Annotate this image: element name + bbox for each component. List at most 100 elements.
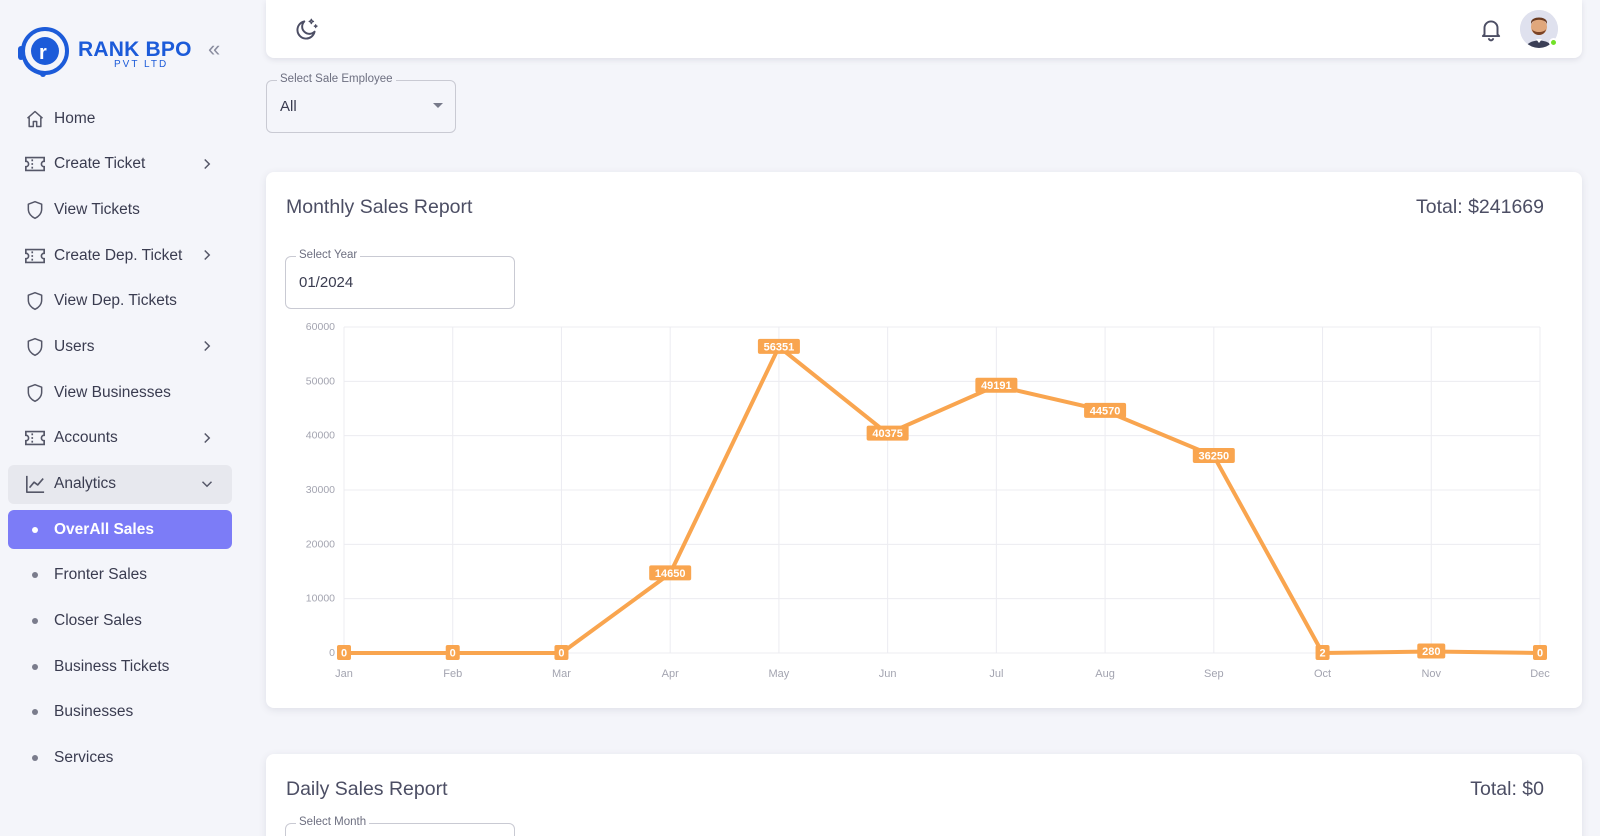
x-tick-label: Oct [1314, 668, 1331, 680]
sidebar-item-label: OverAll Sales [54, 520, 154, 538]
bullet-icon [32, 755, 38, 762]
sidebar-item-create-ticket[interactable]: Create Ticket [8, 145, 232, 184]
x-tick-label: Dec [1530, 668, 1550, 680]
shield-icon [24, 199, 46, 221]
data-label-box [975, 377, 1018, 393]
data-label-box [445, 645, 460, 660]
data-label-box [757, 338, 800, 354]
sidebar-item-label: View Dep. Tickets [54, 292, 177, 310]
data-label-box [649, 565, 692, 581]
year-input-value: 01/2024 [299, 274, 354, 291]
sidebar-item-view-tickets[interactable]: View Tickets [8, 190, 232, 229]
sidebar-subitem-fronter-sales[interactable]: Fronter Sales [8, 556, 232, 595]
chevron-right-icon [204, 158, 211, 169]
sidebar-item-view-dep-tickets[interactable]: View Dep. Tickets [8, 282, 232, 321]
x-tick-label: Aug [1095, 668, 1115, 680]
sidebar-item-view-businesses[interactable]: View Businesses [8, 373, 232, 412]
brand-name: RANK BPO [78, 38, 192, 61]
sidebar-item-label: Create Ticket [54, 155, 146, 173]
sidebar-subitem-businesses[interactable]: Businesses [8, 693, 232, 732]
sidebar: r RANK BPO PVT LTD « Home Create Ticket [0, 0, 240, 836]
sales-series-line [342, 344, 1542, 655]
y-tick-label: 50000 [306, 375, 335, 387]
sidebar-item-label: Home [54, 109, 96, 127]
x-tick-label: May [769, 668, 790, 680]
sidebar-item-home[interactable]: Home [8, 99, 232, 138]
data-label: 44570 [1090, 405, 1121, 417]
sidebar-item-label: View Tickets [54, 200, 140, 218]
data-label: 2 [1319, 647, 1325, 659]
data-label-box [1192, 448, 1235, 464]
data-label: 36250 [1199, 451, 1230, 463]
sidebar-item-label: Analytics [54, 475, 117, 492]
collapse-sidebar-icon[interactable]: « [208, 36, 221, 61]
year-input-label: Select Year [296, 249, 361, 261]
sidebar-subitem-closer-sales[interactable]: Closer Sales [8, 602, 232, 641]
y-tick-label: 30000 [306, 484, 335, 496]
brand-logo[interactable]: r RANK BPO PVT LTD « [16, 22, 236, 78]
monthly-sales-title: Monthly Sales Report [286, 196, 473, 218]
sidebar-item-label: Users [54, 337, 95, 355]
sidebar-item-create-dep-ticket[interactable]: Create Dep. Ticket [8, 236, 232, 275]
data-label: 0 [450, 648, 456, 660]
data-label: 0 [341, 648, 347, 660]
bullet-icon [32, 663, 38, 670]
sidebar-item-label: Accounts [54, 429, 118, 447]
ticket-icon [24, 153, 46, 175]
data-label: 0 [558, 648, 564, 660]
x-tick-label: Jun [879, 668, 897, 680]
x-tick-label: Jan [335, 668, 353, 680]
chevron-right-icon [204, 432, 211, 443]
bell-icon[interactable] [1478, 16, 1504, 42]
ticket-icon [24, 427, 46, 449]
y-tick-label: 0 [329, 647, 335, 659]
sidebar-item-users[interactable]: Users [8, 327, 232, 366]
ticket-icon [24, 245, 46, 267]
sidebar-item-label: Business Tickets [54, 657, 170, 675]
data-label: 280 [1422, 646, 1440, 658]
sidebar-subitem-overall-sales[interactable]: OverAll Sales [8, 510, 232, 550]
y-tick-label: 10000 [306, 593, 335, 605]
year-input[interactable]: Select Year 01/2024 [285, 249, 515, 309]
home-icon [24, 108, 46, 130]
online-status-badge [1549, 38, 1558, 47]
data-label: 14650 [655, 568, 686, 580]
chart-line-icon [24, 473, 46, 495]
month-input[interactable]: Select Month [285, 816, 515, 836]
bullet-icon [32, 526, 38, 533]
sidebar-item-accounts[interactable]: Accounts [8, 419, 232, 458]
dark-mode-toggle-icon[interactable] [294, 16, 320, 42]
data-label-box [1533, 645, 1547, 660]
user-avatar[interactable] [1520, 10, 1558, 48]
data-label: 40375 [872, 428, 903, 440]
data-label: 56351 [764, 341, 795, 353]
dropdown-caret-icon [433, 103, 443, 108]
data-label-box [1417, 643, 1446, 659]
daily-sales-title: Daily Sales Report [286, 778, 448, 800]
x-tick-label: Nov [1421, 668, 1441, 680]
x-tick-label: Apr [662, 668, 679, 680]
shield-icon [24, 382, 46, 404]
bullet-icon [32, 618, 38, 625]
data-label-box [866, 425, 909, 441]
sidebar-subitem-business-tickets[interactable]: Business Tickets [8, 647, 232, 686]
sidebar-item-label: Fronter Sales [54, 566, 148, 584]
chevron-right-icon [204, 341, 211, 352]
data-label-box [1315, 644, 1330, 660]
x-tick-label: Feb [443, 668, 462, 680]
sale-employee-label: Select Sale Employee [277, 73, 396, 85]
brand-subtitle: PVT LTD [114, 59, 169, 70]
y-tick-label: 40000 [306, 430, 335, 442]
sale-employee-select[interactable]: Select Sale Employee All [266, 73, 456, 133]
sidebar-subitem-services[interactable]: Services [8, 739, 232, 778]
shield-icon [24, 290, 46, 312]
y-tick-label: 20000 [306, 538, 335, 550]
data-label-box [1084, 402, 1127, 418]
sidebar-item-label: View Businesses [54, 383, 171, 401]
top-bar [266, 0, 1582, 58]
monthly-sales-card: Monthly Sales Report Total: $241669 Sele… [266, 172, 1582, 708]
sidebar-item-analytics[interactable]: Analytics [8, 464, 232, 504]
month-input-label: Select Month [296, 816, 370, 828]
headset-logo-icon: r [18, 27, 69, 77]
